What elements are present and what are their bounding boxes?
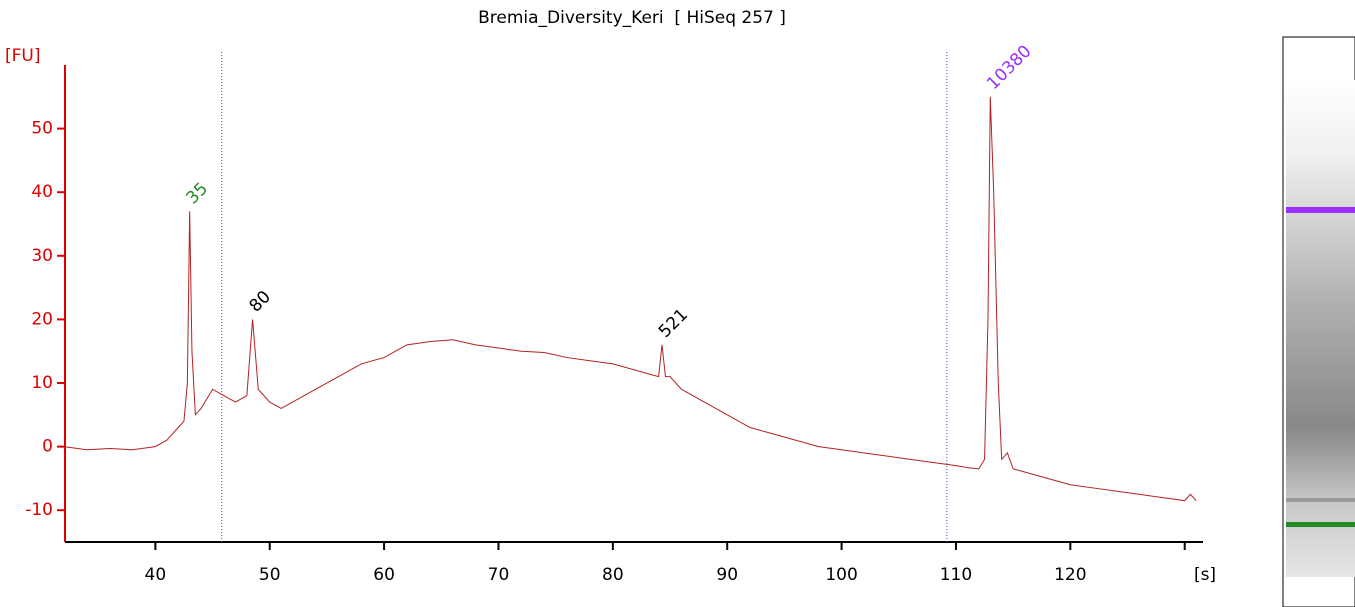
trace <box>63 96 1197 502</box>
x-tick-label: 110 <box>940 565 972 585</box>
peak-label: 80 <box>245 287 274 316</box>
x-tick-label: 60 <box>373 565 395 585</box>
y-tick-label: 10 <box>31 373 53 393</box>
gel-band <box>1286 207 1355 213</box>
chart-title: Bremia_Diversity_Keri [ HiSeq 257 ] <box>478 8 786 28</box>
peak-label: 10380 <box>983 41 1035 93</box>
y-tick-label: 30 <box>31 246 53 266</box>
x-tick-label: 100 <box>825 565 857 585</box>
x-tick-label: 90 <box>716 565 738 585</box>
y-tick-label: -10 <box>25 500 53 520</box>
peak-label: 35 <box>183 179 212 208</box>
y-tick-label: 40 <box>31 182 53 202</box>
gel-gradient <box>1286 80 1355 577</box>
y-tick-label: 50 <box>31 119 53 139</box>
gel-lane <box>1282 36 1355 607</box>
y-axis-label: [FU] <box>5 46 41 66</box>
x-tick-label: 70 <box>488 565 510 585</box>
peak-label: 521 <box>655 305 692 342</box>
x-axis-label: [s] <box>1194 565 1216 585</box>
y-tick-label: 0 <box>42 437 53 457</box>
x-tick-label: 120 <box>1054 565 1086 585</box>
x-tick-label: 50 <box>259 565 281 585</box>
y-tick-label: 20 <box>31 309 53 329</box>
x-tick-label: 80 <box>602 565 624 585</box>
x-tick-label: 40 <box>145 565 167 585</box>
gel-band <box>1286 522 1355 527</box>
gel-band <box>1286 498 1355 502</box>
